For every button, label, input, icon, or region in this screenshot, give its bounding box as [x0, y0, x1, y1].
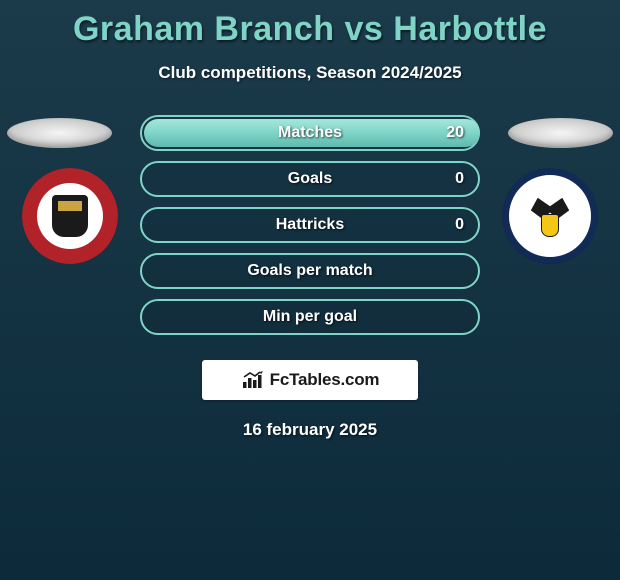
stat-bar-min-per-goal: Min per goal — [140, 299, 480, 335]
right-platform-ellipse — [508, 118, 613, 148]
left-club-crest — [22, 168, 118, 264]
date-text: 16 february 2025 — [0, 420, 620, 440]
stat-label: Min per goal — [263, 308, 357, 326]
stat-bar-hattricks: Hattricks 0 — [140, 207, 480, 243]
chart-icon — [241, 370, 265, 390]
stat-label: Goals — [288, 170, 332, 188]
crest-shield-icon — [52, 195, 88, 237]
crest-eagle-icon — [526, 192, 574, 240]
stat-value: 20 — [446, 124, 464, 142]
stat-bar-goals-per-match: Goals per match — [140, 253, 480, 289]
crest-ring — [22, 168, 118, 264]
left-platform-ellipse — [7, 118, 112, 148]
crest-outer — [502, 168, 598, 264]
comparison-area: Matches 20 Goals 0 Hattricks 0 Goals per… — [0, 115, 620, 350]
stat-bar-matches: Matches 20 — [140, 115, 480, 151]
stat-bar-goals: Goals 0 — [140, 161, 480, 197]
stat-value: 0 — [455, 216, 464, 234]
stat-label: Hattricks — [276, 216, 344, 234]
brand-text: FcTables.com — [270, 370, 380, 390]
brand-box: FcTables.com — [202, 360, 418, 400]
page-title: Graham Branch vs Harbottle — [0, 0, 620, 49]
stat-value: 0 — [455, 170, 464, 188]
page-subtitle: Club competitions, Season 2024/2025 — [0, 63, 620, 83]
stat-bars: Matches 20 Goals 0 Hattricks 0 Goals per… — [140, 115, 480, 345]
crest-inner — [37, 183, 103, 249]
stat-label: Goals per match — [247, 262, 372, 280]
right-club-crest — [502, 168, 598, 264]
stat-label: Matches — [278, 124, 342, 142]
